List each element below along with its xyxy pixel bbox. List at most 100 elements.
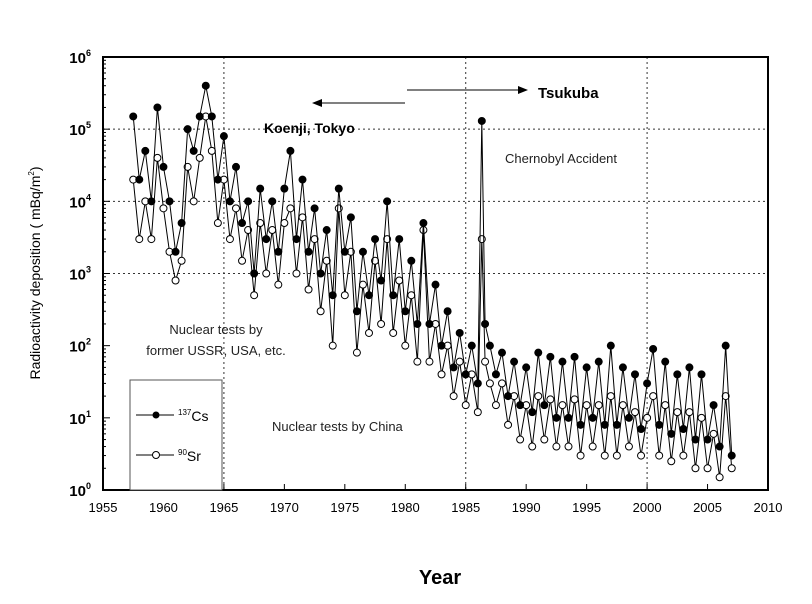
data-point-137Cs bbox=[437, 341, 446, 350]
data-point-90Sr bbox=[588, 442, 597, 451]
data-point-137Cs bbox=[582, 363, 591, 372]
data-point-90Sr bbox=[328, 341, 337, 350]
data-point-90Sr bbox=[715, 473, 724, 482]
data-point-90Sr bbox=[697, 413, 706, 422]
data-point-90Sr bbox=[455, 357, 464, 366]
data-point-137Cs bbox=[649, 344, 658, 353]
data-point-90Sr bbox=[600, 451, 609, 460]
data-point-90Sr bbox=[310, 235, 319, 244]
data-point-137Cs bbox=[177, 219, 186, 228]
y-tick-label: 103 bbox=[69, 265, 91, 284]
data-point-90Sr bbox=[437, 370, 446, 379]
annotation-tsukuba: Tsukuba bbox=[538, 85, 599, 102]
data-point-90Sr bbox=[576, 451, 585, 460]
x-tick-label: 1955 bbox=[89, 500, 118, 515]
data-point-137Cs bbox=[612, 420, 621, 429]
data-point-90Sr bbox=[631, 408, 639, 417]
data-point-90Sr bbox=[262, 269, 271, 278]
data-point-137Cs bbox=[727, 451, 736, 460]
annotation-koenji: Koenji, Tokyo bbox=[264, 120, 355, 136]
data-point-137Cs bbox=[510, 357, 519, 366]
data-point-137Cs bbox=[709, 401, 718, 410]
x-tick-label: 1990 bbox=[512, 500, 541, 515]
data-point-137Cs bbox=[455, 328, 464, 337]
data-point-137Cs bbox=[401, 307, 410, 316]
data-point-137Cs bbox=[268, 197, 277, 206]
data-point-90Sr bbox=[298, 213, 307, 222]
y-axis-label: Radioactivity deposition ( mBq/m2) bbox=[27, 167, 43, 380]
data-point-137Cs bbox=[443, 307, 452, 316]
data-point-137Cs bbox=[703, 435, 712, 444]
data-point-137Cs bbox=[425, 319, 434, 328]
data-point-137Cs bbox=[431, 280, 440, 289]
data-point-90Sr bbox=[153, 153, 162, 162]
data-point-137Cs bbox=[274, 247, 283, 256]
data-point-90Sr bbox=[485, 379, 494, 388]
data-point-90Sr bbox=[177, 256, 186, 265]
data-point-137Cs bbox=[491, 370, 500, 379]
data-point-137Cs bbox=[477, 116, 486, 125]
data-point-137Cs bbox=[377, 276, 386, 285]
data-point-137Cs bbox=[546, 352, 555, 361]
data-point-90Sr bbox=[395, 276, 404, 285]
y-tick-label: 100 bbox=[69, 481, 91, 500]
data-point-137Cs bbox=[419, 219, 428, 228]
data-point-137Cs bbox=[473, 379, 482, 388]
data-point-90Sr bbox=[516, 435, 525, 444]
data-point-90Sr bbox=[256, 219, 265, 228]
data-point-137Cs bbox=[213, 175, 222, 184]
data-point-90Sr bbox=[473, 408, 482, 417]
data-point-137Cs bbox=[225, 197, 234, 206]
data-point-137Cs bbox=[481, 319, 490, 328]
data-point-137Cs bbox=[522, 363, 531, 372]
x-tick-label: 1985 bbox=[451, 500, 480, 515]
data-point-90Sr bbox=[358, 280, 367, 289]
x-tick-label: 1995 bbox=[572, 500, 601, 515]
data-point-137Cs bbox=[298, 175, 307, 184]
annotation-ussr-2: former USSR, USA, etc. bbox=[146, 343, 285, 358]
annotation-ussr-1: Nuclear tests by bbox=[169, 322, 263, 337]
data-point-137Cs bbox=[618, 363, 627, 372]
data-point-90Sr bbox=[582, 401, 591, 410]
data-point-137Cs bbox=[528, 408, 537, 417]
y-tick-label: 101 bbox=[69, 409, 91, 428]
data-point-137Cs bbox=[352, 307, 361, 316]
data-point-137Cs bbox=[461, 370, 470, 379]
data-point-90Sr bbox=[528, 442, 537, 451]
annotation-china: Nuclear tests by China bbox=[272, 419, 404, 434]
data-point-137Cs bbox=[534, 348, 543, 357]
data-point-137Cs bbox=[250, 269, 259, 278]
data-point-137Cs bbox=[334, 184, 343, 193]
data-point-137Cs bbox=[624, 413, 633, 422]
data-point-90Sr bbox=[183, 162, 192, 171]
data-point-137Cs bbox=[498, 348, 506, 357]
data-point-90Sr bbox=[546, 395, 555, 404]
data-point-90Sr bbox=[461, 401, 470, 410]
x-tick-label: 1965 bbox=[209, 500, 238, 515]
data-point-90Sr bbox=[685, 408, 694, 417]
data-point-90Sr bbox=[250, 291, 259, 300]
data-point-90Sr bbox=[477, 235, 486, 244]
data-point-90Sr bbox=[679, 451, 688, 460]
data-point-90Sr bbox=[661, 401, 670, 410]
data-point-137Cs bbox=[189, 146, 198, 155]
data-point-137Cs bbox=[328, 291, 337, 300]
data-point-90Sr bbox=[244, 226, 253, 235]
data-point-90Sr bbox=[727, 464, 736, 473]
data-point-90Sr bbox=[612, 451, 621, 460]
data-point-90Sr bbox=[207, 146, 216, 155]
data-point-137Cs bbox=[504, 392, 513, 401]
data-point-137Cs bbox=[485, 341, 494, 350]
data-point-90Sr bbox=[425, 357, 434, 366]
x-tick-label: 1960 bbox=[149, 500, 178, 515]
data-point-137Cs bbox=[721, 341, 730, 350]
data-point-137Cs bbox=[413, 319, 422, 328]
data-point-137Cs bbox=[540, 401, 549, 410]
data-point-137Cs bbox=[552, 413, 561, 422]
arrow-left-head bbox=[312, 99, 322, 107]
data-point-90Sr bbox=[225, 235, 234, 244]
y-tick-label: 106 bbox=[69, 48, 91, 67]
data-point-137Cs bbox=[159, 162, 168, 171]
data-point-90Sr bbox=[534, 392, 543, 401]
data-point-90Sr bbox=[649, 392, 658, 401]
